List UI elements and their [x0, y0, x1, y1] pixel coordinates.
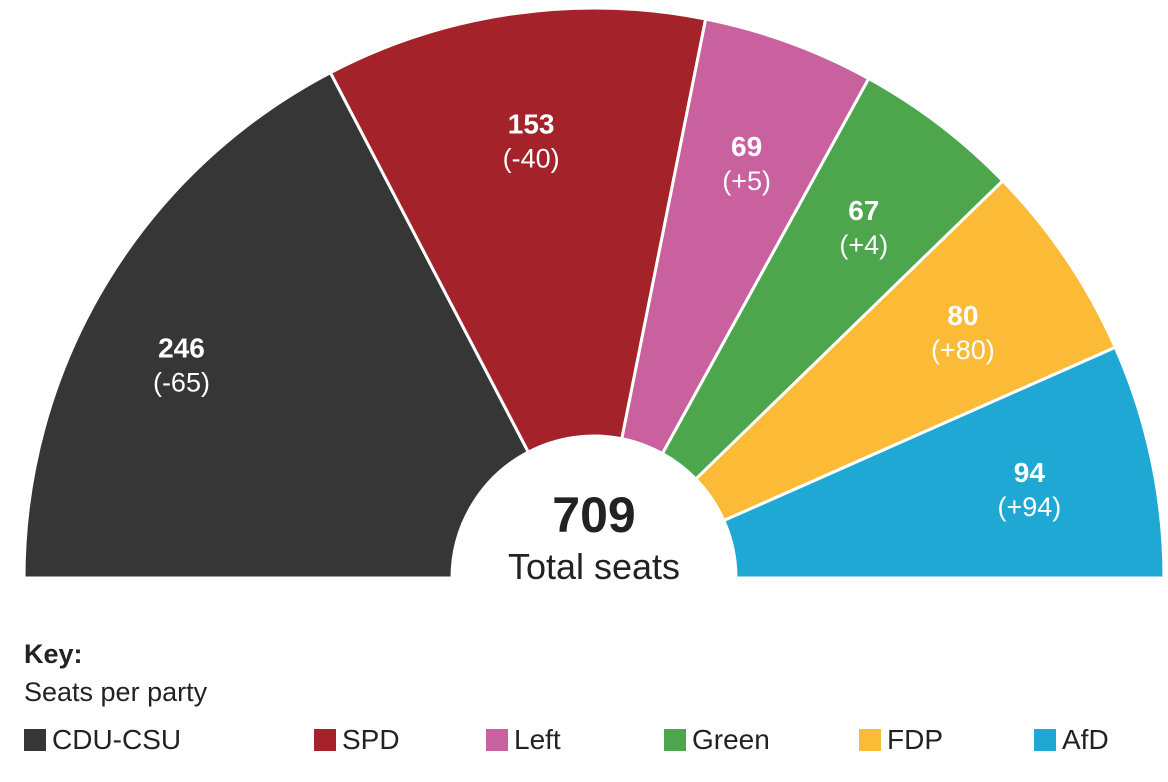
legend-item-spd: SPD: [314, 724, 400, 756]
seat-change-left: (+5): [722, 166, 771, 196]
legend-label-spd: SPD: [342, 724, 400, 755]
seat-change-green: (+4): [839, 230, 888, 260]
legend-label-fdp: FDP: [887, 724, 943, 755]
legend-label-cdu-csu: CDU-CSU: [52, 724, 182, 755]
legend-swatch-spd: [314, 729, 336, 751]
seat-value-spd: 153: [508, 108, 555, 139]
segment-spd: [328, 6, 708, 455]
legend-swatch-fdp: [859, 729, 881, 751]
legend-swatch-green: [664, 729, 686, 751]
legend-item-afd: AfD: [1034, 724, 1109, 756]
seat-value-fdp: 80: [947, 300, 978, 331]
seat-change-spd: (-40): [503, 143, 560, 173]
legend-swatch-afd: [1034, 729, 1056, 751]
seat-chart: 246 (-65) 153 (-40) 69 (+5) 67 (+4) 80 (+80) 94 (+9…: [22, 6, 1166, 587]
legend-item-cdu-csu: CDU-CSU: [24, 724, 181, 756]
legend-item-left: Left: [486, 724, 561, 756]
center-total: 709 Total seats: [508, 487, 680, 587]
legend-item-green: Green: [664, 724, 770, 756]
seat-value-left: 69: [731, 131, 762, 162]
segment-cdu-csu: [22, 70, 531, 580]
segment-afd: [721, 345, 1166, 580]
seat-labels: 246 (-65) 153 (-40) 69 (+5) 67 (+4) 80 (+80) 94 (+9…: [153, 108, 1061, 522]
legend-title: Key:: [24, 639, 83, 669]
legend-label-green: Green: [692, 724, 770, 755]
legend-label-left: Left: [514, 724, 561, 755]
legend-label-afd: AfD: [1062, 724, 1109, 755]
legend-item-fdp: FDP: [859, 724, 943, 756]
seat-segments: [22, 6, 1166, 580]
legend-swatch-left: [486, 729, 508, 751]
legend-subtitle: Seats per party: [24, 677, 208, 707]
total-seats-value: 709: [552, 487, 635, 543]
seat-change-fdp: (+80): [931, 335, 995, 365]
total-seats-label: Total seats: [508, 546, 680, 587]
seat-change-cdu-csu: (-65): [153, 367, 210, 397]
seat-value-afd: 94: [1014, 457, 1046, 488]
legend: Key: Seats per party CDU-CSU SPD Left Green…: [24, 636, 1154, 764]
seat-change-afd: (+94): [997, 492, 1061, 522]
legend-items: CDU-CSU SPD Left Green FDP AfD: [24, 724, 1154, 764]
seat-value-cdu-csu: 246: [158, 332, 205, 363]
seat-value-green: 67: [848, 195, 879, 226]
segment-fdp: [693, 178, 1118, 523]
legend-swatch-cdu-csu: [24, 729, 46, 751]
